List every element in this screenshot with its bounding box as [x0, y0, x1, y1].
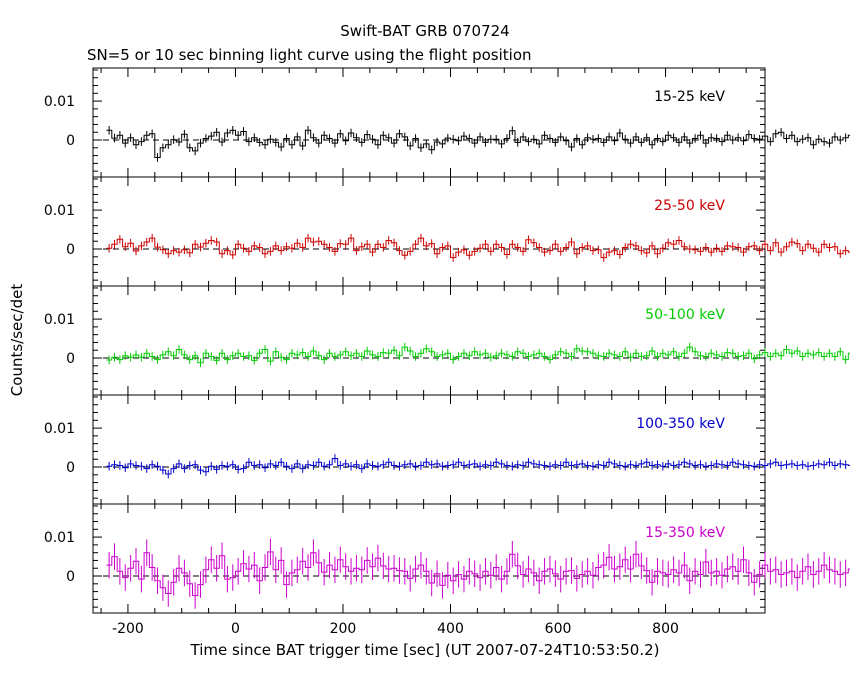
light-curve-line	[106, 551, 850, 596]
panel-frame	[92, 67, 766, 178]
x-tick-label: -200	[112, 621, 144, 637]
panels-group: 0 0.01 15-25 keV 0 0.01 25-50 keV 0 0.01 50-100 …	[44, 67, 850, 637]
band-label: 100-350 keV	[636, 416, 725, 432]
y-tick-label: 0.01	[44, 421, 75, 437]
y-tick-label: 0	[66, 460, 75, 476]
band-label: 50-100 keV	[645, 307, 725, 323]
y-tick-label: 0	[66, 351, 75, 367]
x-tick-label: 200	[330, 621, 357, 637]
chart-title: Swift-BAT GRB 070724	[340, 22, 509, 40]
panel-frame	[92, 176, 766, 287]
light-curve-line	[106, 237, 850, 259]
x-tick-label: 600	[545, 621, 572, 637]
panel-frame	[92, 285, 766, 396]
x-tick-label: 400	[437, 621, 464, 637]
y-tick-label: 0.01	[44, 94, 75, 110]
y-tick-label: 0	[66, 242, 75, 258]
y-tick-label: 0	[66, 569, 75, 585]
y-tick-label: 0.01	[44, 312, 75, 328]
band-label: 15-25 keV	[654, 89, 725, 105]
panel-4: 0 0.01 -200 0 200 400 600 800 15-350 keV	[44, 503, 850, 637]
chart-subtitle: SN=5 or 10 sec binning light curve using…	[87, 46, 532, 64]
x-axis-label: Time since BAT trigger time [sec] (UT 20…	[190, 641, 660, 659]
panel-frame	[92, 394, 766, 505]
panel-0: 0 0.01 15-25 keV	[44, 67, 850, 178]
band-label: 15-350 keV	[645, 525, 725, 541]
y-axis-label: Counts/sec/det	[8, 284, 26, 397]
y-tick-label: 0.01	[44, 203, 75, 219]
x-tick-label: 800	[652, 621, 679, 637]
x-tick-label: 0	[231, 621, 240, 637]
band-label: 25-50 keV	[654, 198, 725, 214]
light-curve-line	[106, 458, 850, 475]
light-curve-line	[106, 129, 850, 158]
y-tick-label: 0	[66, 133, 75, 149]
y-tick-label: 0.01	[44, 530, 75, 546]
panel-2: 0 0.01 50-100 keV	[44, 285, 850, 396]
panel-frame	[92, 503, 766, 614]
light-curve-line	[106, 346, 850, 364]
panel-1: 0 0.01 25-50 keV	[44, 176, 850, 287]
panel-3: 0 0.01 100-350 keV	[44, 394, 850, 505]
